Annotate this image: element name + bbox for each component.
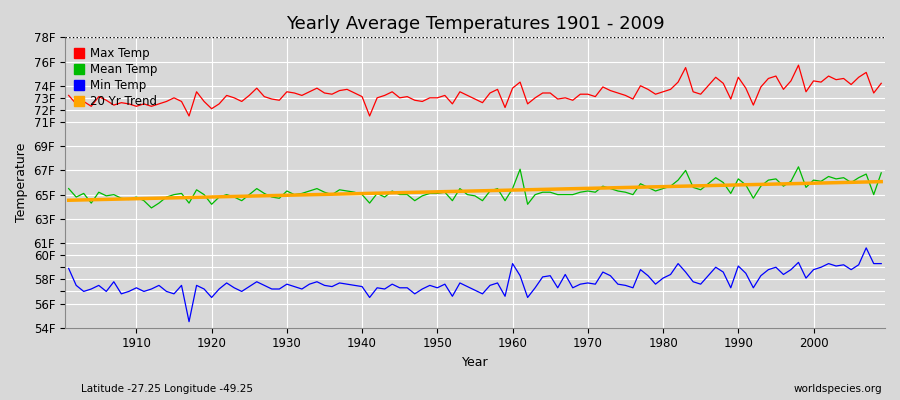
- Title: Yearly Average Temperatures 1901 - 2009: Yearly Average Temperatures 1901 - 2009: [285, 15, 664, 33]
- Legend: Max Temp, Mean Temp, Min Temp, 20 Yr Trend: Max Temp, Mean Temp, Min Temp, 20 Yr Tre…: [71, 43, 160, 111]
- X-axis label: Year: Year: [462, 356, 489, 369]
- Text: worldspecies.org: worldspecies.org: [794, 384, 882, 394]
- Y-axis label: Temperature: Temperature: [15, 143, 28, 222]
- Text: Latitude -27.25 Longitude -49.25: Latitude -27.25 Longitude -49.25: [81, 384, 253, 394]
